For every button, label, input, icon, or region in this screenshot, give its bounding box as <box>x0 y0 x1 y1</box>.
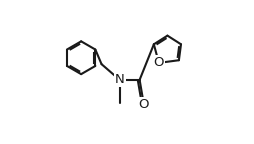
Text: N: N <box>114 73 124 86</box>
Text: O: O <box>138 98 149 111</box>
Text: O: O <box>153 56 163 69</box>
